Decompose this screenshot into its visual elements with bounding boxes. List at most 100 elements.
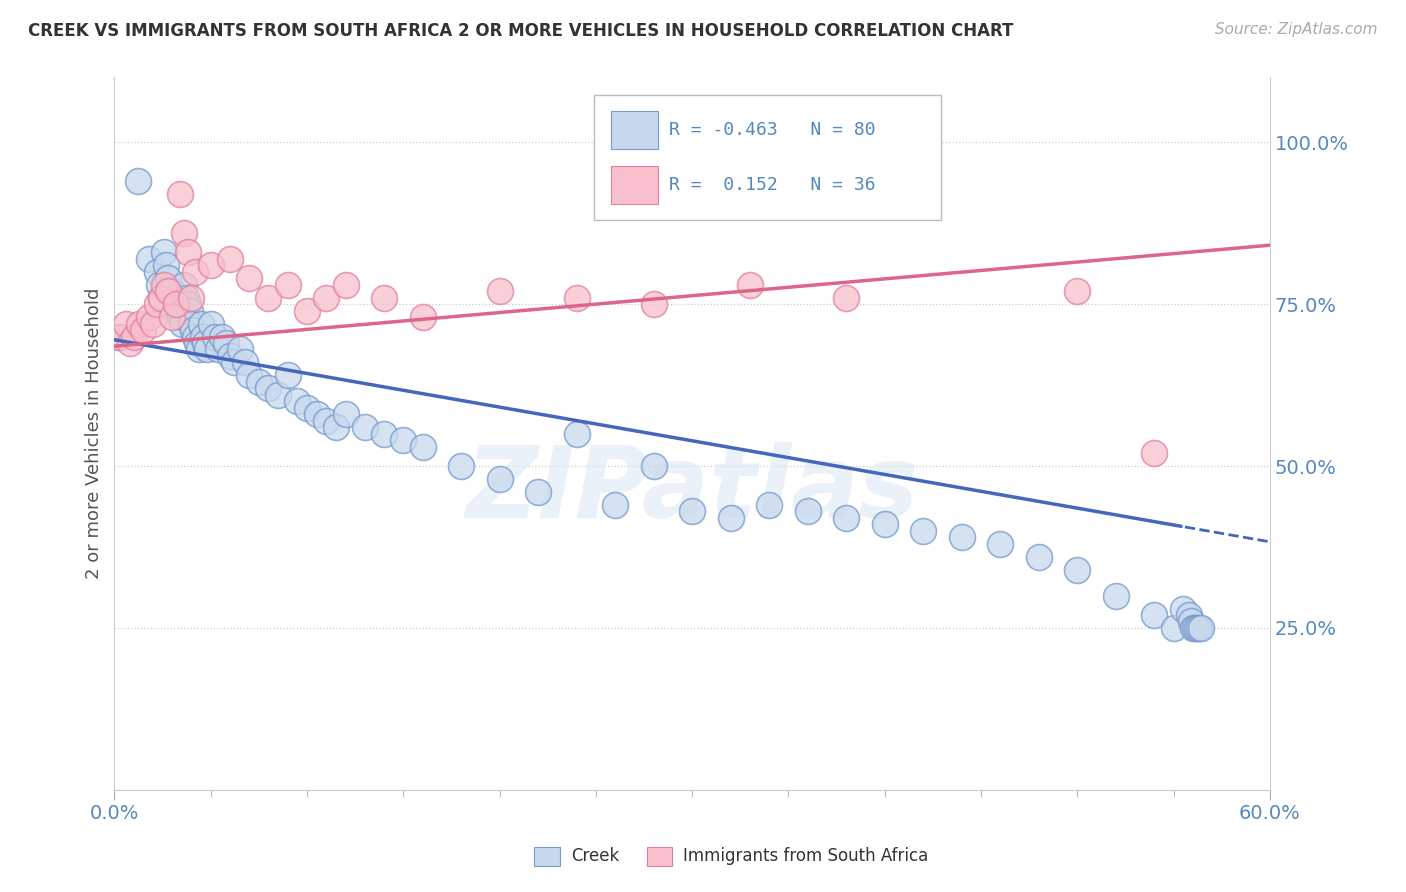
Point <box>315 291 337 305</box>
Point <box>373 426 395 441</box>
Point <box>176 245 198 260</box>
Point <box>200 258 222 272</box>
Point <box>325 420 347 434</box>
Point <box>186 336 208 351</box>
Point <box>219 349 242 363</box>
Point <box>796 504 818 518</box>
Point <box>108 329 131 343</box>
Point <box>169 310 191 324</box>
Point <box>450 458 472 473</box>
Point <box>988 537 1011 551</box>
Point <box>238 271 260 285</box>
Point <box>215 336 238 351</box>
Point <box>643 297 665 311</box>
Point <box>138 252 160 266</box>
Point <box>146 297 169 311</box>
Point <box>176 297 198 311</box>
Point <box>1180 615 1202 629</box>
Point <box>565 426 588 441</box>
Point <box>207 343 229 357</box>
Point <box>488 284 510 298</box>
Point <box>305 407 328 421</box>
Point <box>115 317 138 331</box>
Bar <box>612 166 658 203</box>
Point <box>315 414 337 428</box>
Point <box>295 303 318 318</box>
Point <box>128 317 150 331</box>
Point <box>183 323 205 337</box>
Point <box>235 355 257 369</box>
Point <box>160 310 183 324</box>
Point <box>1066 284 1088 298</box>
Point <box>148 277 170 292</box>
Text: Immigrants from South Africa: Immigrants from South Africa <box>683 847 928 865</box>
Point <box>738 277 761 292</box>
Point <box>122 329 145 343</box>
Point <box>107 329 129 343</box>
Point <box>222 355 245 369</box>
Point <box>149 291 172 305</box>
Point <box>219 252 242 266</box>
Point <box>335 407 357 421</box>
Point <box>277 277 299 292</box>
Point <box>488 472 510 486</box>
Point <box>1173 601 1195 615</box>
Y-axis label: 2 or more Vehicles in Household: 2 or more Vehicles in Household <box>86 288 103 580</box>
Point <box>173 277 195 292</box>
Point <box>267 388 290 402</box>
Point <box>373 291 395 305</box>
Point <box>138 310 160 324</box>
Point <box>527 485 550 500</box>
Point <box>1185 621 1208 635</box>
Point <box>643 458 665 473</box>
Point <box>195 343 218 357</box>
Text: Creek: Creek <box>571 847 619 865</box>
Point <box>228 343 250 357</box>
Point <box>160 284 183 298</box>
Point <box>353 420 375 434</box>
Point <box>157 284 180 298</box>
Point <box>118 336 141 351</box>
Text: Source: ZipAtlas.com: Source: ZipAtlas.com <box>1215 22 1378 37</box>
Point <box>1143 607 1166 622</box>
Point <box>295 401 318 415</box>
Point <box>127 174 149 188</box>
Point <box>200 317 222 331</box>
Point <box>1189 621 1212 635</box>
Point <box>835 511 858 525</box>
Point <box>180 317 202 331</box>
Text: ZIPatlas: ZIPatlas <box>465 442 918 539</box>
Point <box>163 291 186 305</box>
Point <box>257 381 280 395</box>
Point <box>1188 621 1211 635</box>
Point <box>188 343 211 357</box>
Point <box>1028 549 1050 564</box>
Point <box>605 498 627 512</box>
Text: CREEK VS IMMIGRANTS FROM SOUTH AFRICA 2 OR MORE VEHICLES IN HOUSEHOLD CORRELATIO: CREEK VS IMMIGRANTS FROM SOUTH AFRICA 2 … <box>28 22 1014 40</box>
Point <box>287 394 309 409</box>
Point <box>179 303 201 318</box>
Point <box>194 336 217 351</box>
Text: R = -0.463   N = 80: R = -0.463 N = 80 <box>669 121 876 139</box>
Point <box>165 297 187 311</box>
Point <box>211 329 233 343</box>
Point <box>1178 607 1201 622</box>
Text: R =  0.152   N = 36: R = 0.152 N = 36 <box>669 176 876 194</box>
Point <box>412 310 434 324</box>
Point <box>184 329 207 343</box>
Point <box>565 291 588 305</box>
Point <box>190 317 212 331</box>
Point <box>184 265 207 279</box>
Point <box>153 277 176 292</box>
Point <box>835 291 858 305</box>
Point <box>247 375 270 389</box>
Point <box>165 297 187 311</box>
Point <box>758 498 780 512</box>
Point <box>149 291 172 305</box>
Point <box>132 323 155 337</box>
Point <box>238 368 260 383</box>
Point <box>412 440 434 454</box>
FancyBboxPatch shape <box>593 95 941 220</box>
Point <box>950 530 973 544</box>
Point <box>204 329 226 343</box>
